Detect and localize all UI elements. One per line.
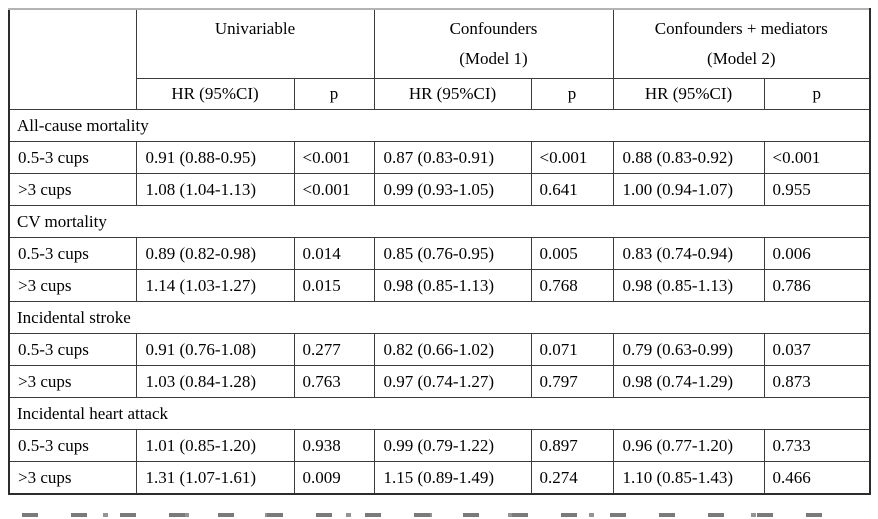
group-title: Confounders + mediators	[654, 19, 828, 38]
section-row: Incidental stroke	[8, 301, 871, 334]
p-cell: 0.873	[763, 365, 871, 398]
row-label: >3 cups	[8, 365, 137, 398]
hr-cell: 0.91 (0.88-0.95)	[135, 141, 295, 174]
hr-cell: 1.31 (1.07-1.61)	[135, 461, 295, 495]
section-row: Incidental heart attack	[8, 397, 871, 430]
hr-cell: 1.03 (0.84-1.28)	[135, 365, 295, 398]
hr-cell: 0.79 (0.63-0.99)	[612, 333, 765, 366]
group-subtitle	[137, 44, 373, 74]
subheader-hr-model2: HR (95%CI)	[612, 78, 765, 110]
hr-cell: 0.85 (0.76-0.95)	[373, 237, 532, 270]
hr-cell: 1.00 (0.94-1.07)	[612, 173, 765, 206]
hr-cell: 0.83 (0.74-0.94)	[612, 237, 765, 270]
table-row: 0.5-3 cups 1.01 (0.85-1.20) 0.938 0.99 (…	[8, 429, 871, 462]
section-title: All-cause mortality	[8, 109, 871, 142]
section-title: Incidental stroke	[8, 301, 871, 334]
row-label: >3 cups	[8, 173, 137, 206]
group-header-univariable: Univariable	[135, 8, 375, 79]
hr-cell: 1.15 (0.89-1.49)	[373, 461, 532, 495]
hr-cell: 0.99 (0.93-1.05)	[373, 173, 532, 206]
subheader-hr-model1: HR (95%CI)	[373, 78, 532, 110]
p-cell: 0.071	[530, 333, 614, 366]
hr-cell: 0.98 (0.85-1.13)	[612, 269, 765, 302]
subheader-p-model2: p	[763, 78, 871, 110]
hr-cell: 0.98 (0.85-1.13)	[373, 269, 532, 302]
row-label: 0.5-3 cups	[8, 141, 137, 174]
hr-cell: 0.89 (0.82-0.98)	[135, 237, 295, 270]
p-cell: 0.037	[763, 333, 871, 366]
p-cell: 0.797	[530, 365, 614, 398]
table-row: 0.5-3 cups 0.89 (0.82-0.98) 0.014 0.85 (…	[8, 237, 871, 270]
section-row: CV mortality	[8, 205, 871, 238]
hr-cell: 0.98 (0.74-1.29)	[612, 365, 765, 398]
group-title: Confounders	[449, 19, 538, 38]
hr-cell: 1.10 (0.85-1.43)	[612, 461, 765, 495]
subheader-hr-univariable: HR (95%CI)	[135, 78, 295, 110]
corner-cell	[8, 8, 137, 110]
hr-cell: 0.91 (0.76-1.08)	[135, 333, 295, 366]
subheader-p-univariable: p	[293, 78, 375, 110]
hr-cell: 0.88 (0.83-0.92)	[612, 141, 765, 174]
p-cell: 0.938	[293, 429, 375, 462]
p-cell: 0.014	[293, 237, 375, 270]
table-row: 0.5-3 cups 0.91 (0.88-0.95) <0.001 0.87 …	[8, 141, 871, 174]
group-title: Univariable	[214, 19, 296, 38]
p-cell: 0.274	[530, 461, 614, 495]
p-cell: 0.006	[763, 237, 871, 270]
p-cell: 0.768	[530, 269, 614, 302]
row-label: 0.5-3 cups	[8, 237, 137, 270]
hr-cell: 1.01 (0.85-1.20)	[135, 429, 295, 462]
hr-cell: 0.87 (0.83-0.91)	[373, 141, 532, 174]
hr-cell: 0.99 (0.79-1.22)	[373, 429, 532, 462]
p-cell: 0.466	[763, 461, 871, 495]
table-row: >3 cups 1.31 (1.07-1.61) 0.009 1.15 (0.8…	[8, 461, 871, 495]
cropped-caption-fragments	[22, 513, 824, 517]
table-row: 0.5-3 cups 0.91 (0.76-1.08) 0.277 0.82 (…	[8, 333, 871, 366]
table-row: >3 cups 1.08 (1.04-1.13) <0.001 0.99 (0.…	[8, 173, 871, 206]
hr-cell: 0.97 (0.74-1.27)	[373, 365, 532, 398]
p-cell: 0.641	[530, 173, 614, 206]
p-cell: 0.733	[763, 429, 871, 462]
p-cell: 0.277	[293, 333, 375, 366]
p-cell: <0.001	[763, 141, 871, 174]
group-header-row: Univariable Confounders (Model 1) Confou…	[8, 8, 871, 110]
p-cell: <0.001	[530, 141, 614, 174]
row-label: >3 cups	[8, 269, 137, 302]
hr-cell: 1.08 (1.04-1.13)	[135, 173, 295, 206]
p-cell: 0.009	[293, 461, 375, 495]
group-header-model2: Confounders + mediators (Model 2)	[612, 8, 871, 79]
p-cell: 0.015	[293, 269, 375, 302]
hr-cell: 0.82 (0.66-1.02)	[373, 333, 532, 366]
p-cell: 0.005	[530, 237, 614, 270]
p-cell: <0.001	[293, 173, 375, 206]
subheader-p-model1: p	[530, 78, 614, 110]
row-label: 0.5-3 cups	[8, 333, 137, 366]
subheader-row: HR (95%CI) p HR (95%CI) p HR (95%CI) p	[9, 78, 871, 110]
p-cell: 0.955	[763, 173, 871, 206]
section-title: CV mortality	[8, 205, 871, 238]
p-cell: <0.001	[293, 141, 375, 174]
p-cell: 0.897	[530, 429, 614, 462]
section-row: All-cause mortality	[8, 109, 871, 142]
row-label: >3 cups	[8, 461, 137, 495]
table-row: >3 cups 1.14 (1.03-1.27) 0.015 0.98 (0.8…	[8, 269, 871, 302]
p-cell: 0.763	[293, 365, 375, 398]
group-subtitle: (Model 1)	[459, 49, 528, 68]
group-subtitle: (Model 2)	[707, 49, 776, 68]
p-cell: 0.786	[763, 269, 871, 302]
hr-cell: 0.96 (0.77-1.20)	[612, 429, 765, 462]
row-label: 0.5-3 cups	[8, 429, 137, 462]
group-header-model1: Confounders (Model 1)	[373, 8, 614, 79]
table-row: >3 cups 1.03 (0.84-1.28) 0.763 0.97 (0.7…	[8, 365, 871, 398]
results-table: Univariable Confounders (Model 1) Confou…	[8, 8, 872, 495]
hr-cell: 1.14 (1.03-1.27)	[135, 269, 295, 302]
section-title: Incidental heart attack	[8, 397, 871, 430]
